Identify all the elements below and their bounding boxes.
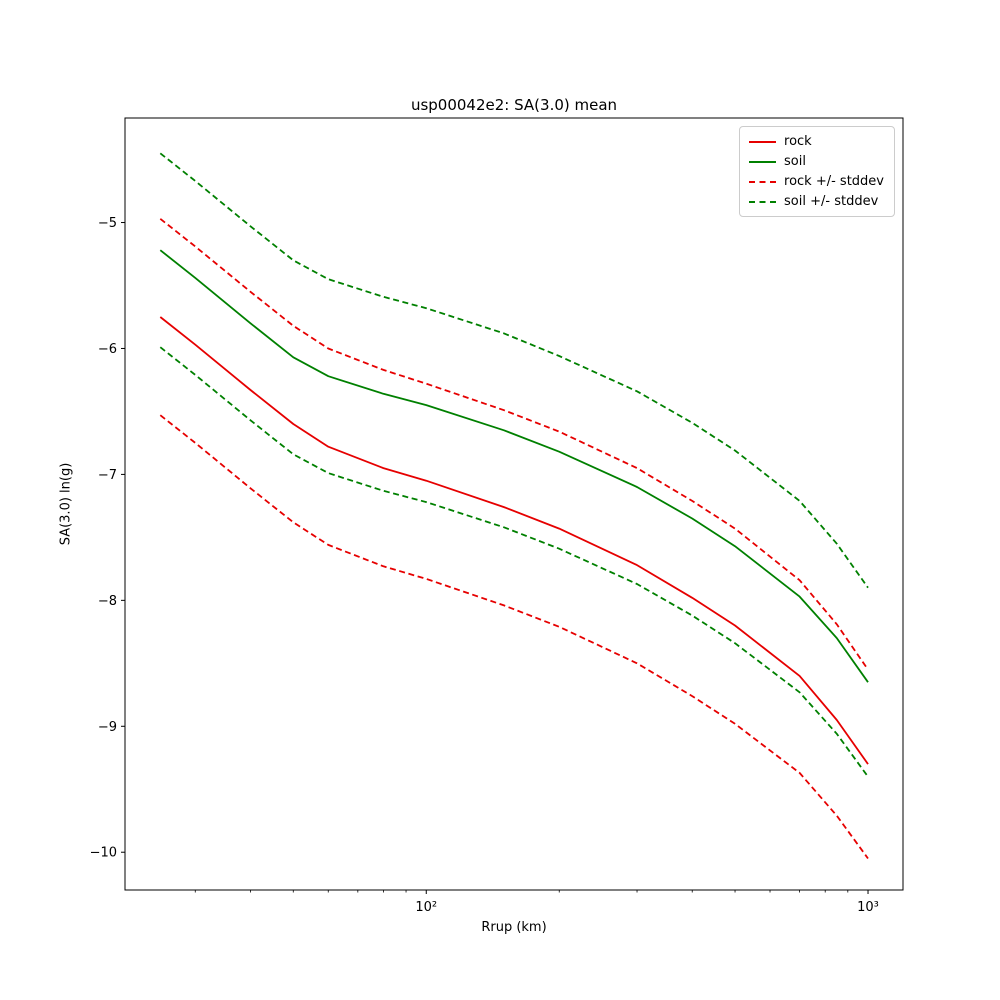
series-line-soil-stddev [159,152,869,589]
legend-entry: soil [749,154,884,169]
chart-title: usp00042e2: SA(3.0) mean [410,96,618,114]
legend-line-sample [749,200,777,203]
series-line-rock [159,316,869,765]
legend-label: soil +/- stddev [784,194,879,209]
legend-label: soil [784,154,806,169]
legend-line-sample [749,160,777,163]
y-tick-label: −5 [98,216,117,231]
x-tick-label: 10² [415,900,437,915]
plot-border [124,117,904,891]
legend-line-sample [749,180,777,183]
x-axis-label: Rrup (km) [481,920,547,935]
legend-label: rock [784,134,812,149]
y-tick-label: −7 [98,468,117,483]
y-tick-label: −9 [98,720,117,735]
legend-entry: rock +/- stddev [749,174,884,189]
y-tick-label: −6 [98,342,117,357]
y-tick-label: −10 [90,846,117,861]
legend-line-sample [749,140,777,143]
legend-entry: rock [749,134,884,149]
x-tick-label: 10³ [857,900,879,915]
legend-entry: soil +/- stddev [749,194,884,209]
series-line-soil [159,249,869,683]
y-axis-label: SA(3.0) ln(g) [58,462,74,546]
legend-label: rock +/- stddev [784,174,884,189]
series-line-soil-stddev [159,346,869,778]
series-line-rock-stddev [159,414,869,860]
legend: rock soil rock +/- stddev soil +/- stddev [739,126,895,217]
series-line-rock-stddev [159,218,869,671]
y-tick-label: −8 [98,594,117,609]
